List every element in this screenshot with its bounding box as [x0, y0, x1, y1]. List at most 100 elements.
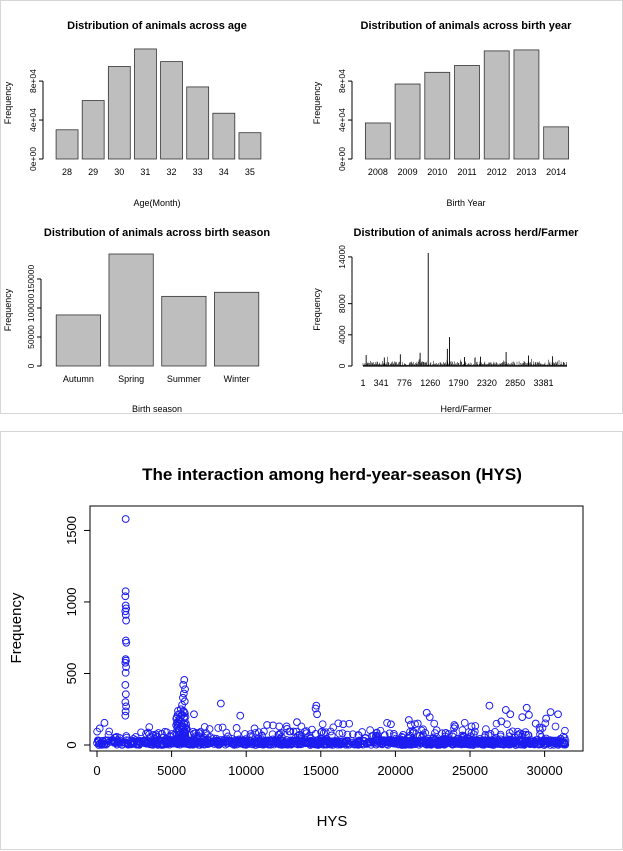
- hys-point: [121, 587, 130, 596]
- age-bar: [81, 100, 105, 160]
- hys-point: [546, 708, 555, 717]
- hys-point: [121, 668, 130, 677]
- hys-point: [216, 699, 225, 708]
- hys-x-tick-label: 10000: [228, 763, 264, 778]
- age-chart-title: Distribution of animals across age: [67, 20, 247, 32]
- birth_season-bar: [161, 295, 207, 367]
- birth_year-bar: [513, 49, 540, 160]
- hys-point: [293, 718, 301, 727]
- birth_season-bar: [108, 253, 154, 367]
- birth_year-y-tick-label: 4e+04: [337, 108, 347, 132]
- age-bar: [134, 48, 157, 160]
- hys-point: [236, 711, 245, 720]
- hys-point: [121, 515, 130, 523]
- birth_season-y-axis-label: Frequency: [3, 288, 13, 331]
- herd-x-tick-label: 1: [360, 378, 365, 388]
- hys-x-tick-label: 20000: [377, 763, 413, 778]
- age-x-tick-label: 34: [219, 167, 229, 177]
- hys-point: [121, 658, 130, 667]
- herd-x-axis-label: Herd/Farmer: [440, 404, 491, 414]
- hys-point: [263, 721, 271, 729]
- herd-chart-title: Distribution of animals across herd/Farm…: [354, 227, 580, 239]
- hys-point-cloud: [93, 707, 570, 749]
- hys-point: [179, 689, 188, 698]
- hys-point: [121, 610, 130, 619]
- hys-plot-frame: [89, 505, 584, 752]
- hys-x-tick-label: 25000: [452, 763, 488, 778]
- hys-point: [121, 592, 130, 601]
- hys-y-tick-label: 1000: [64, 588, 79, 617]
- hys-point: [122, 616, 130, 625]
- hys-point: [179, 681, 188, 689]
- hys-x-tick-label: 15000: [303, 763, 339, 778]
- hys-point: [313, 710, 321, 719]
- birth_year-x-tick-label: 2013: [516, 167, 536, 177]
- hys-point: [122, 702, 130, 711]
- hys-point: [497, 717, 506, 726]
- age-x-tick-label: 33: [193, 167, 203, 177]
- hys-point: [387, 720, 395, 729]
- birth_year-x-tick-label: 2014: [546, 167, 566, 177]
- hys-point: [525, 711, 533, 719]
- hys-point: [542, 714, 551, 723]
- bottom-plot-panel: The interaction among herd-year-season (…: [0, 431, 623, 850]
- hys-x-tick-label: 5000: [157, 763, 186, 778]
- age-x-tick-label: 30: [114, 167, 124, 177]
- hys-point: [506, 710, 515, 719]
- age-x-axis-label: Age(Month): [133, 198, 180, 208]
- hys-point: [121, 607, 130, 616]
- age-bar: [238, 132, 262, 160]
- hys-y-axis-label: Frequency: [8, 592, 25, 663]
- herd-y-tick-label: 14000: [337, 245, 347, 269]
- birth_season-x-tick-label: Autumn: [63, 374, 94, 384]
- birth_year-bar: [543, 126, 570, 160]
- age-y-tick-label: 4e+04: [28, 108, 38, 132]
- hys-point: [122, 663, 130, 671]
- birth_season-y-tick-label: 100000: [26, 294, 36, 323]
- birth_year-x-tick-label: 2009: [398, 167, 418, 177]
- hys-point: [178, 701, 186, 709]
- birth_year-y-tick-label: 8e+04: [337, 69, 347, 93]
- birth_year-x-tick-label: 2012: [487, 167, 507, 177]
- hys-x-axis-label: HYS: [317, 813, 348, 830]
- herd-x-tick-label: 3381: [534, 378, 554, 388]
- herd-x-tick-label: 776: [397, 378, 412, 388]
- hys-point: [425, 713, 434, 722]
- birth_year-bar: [424, 71, 451, 160]
- hys-point: [485, 701, 494, 710]
- hys-x-tick-label: 0: [93, 763, 100, 778]
- birth_season-x-tick-label: Winter: [224, 374, 250, 384]
- hys-point: [413, 719, 422, 728]
- hys-point: [180, 676, 189, 684]
- hys-point: [121, 681, 130, 689]
- hys-point: [311, 704, 320, 713]
- hys-point: [190, 710, 198, 719]
- herd-x-tick-label: 2320: [477, 378, 497, 388]
- hys-point: [501, 706, 510, 714]
- herd-y-axis-label: Frequency: [312, 288, 322, 331]
- birth_year-x-tick-label: 2008: [368, 167, 388, 177]
- hys-point: [451, 722, 459, 731]
- hys-point: [522, 703, 531, 712]
- herd-x-tick-label: 341: [374, 378, 389, 388]
- top-charts-canvas: Distribution of animals across age Freque…: [3, 20, 580, 414]
- hys-y-tick-label: 500: [64, 663, 79, 685]
- herd-x-tick-label: 1260: [420, 378, 440, 388]
- hys-scatter-canvas: The interaction among herd-year-season (…: [8, 465, 584, 830]
- age-y-axis-label: Frequency: [3, 81, 13, 124]
- hys-chart-title: The interaction among herd-year-season (…: [142, 465, 522, 484]
- herd-x-tick-label: 2850: [505, 378, 525, 388]
- birth_year-bar: [483, 50, 510, 160]
- age-x-tick-label: 35: [245, 167, 255, 177]
- age-x-tick-label: 29: [88, 167, 98, 177]
- top-plot-panel: Distribution of animals across age Freque…: [0, 0, 623, 414]
- hys-point: [467, 722, 476, 731]
- age-x-tick-label: 28: [62, 167, 72, 177]
- hys-point: [181, 685, 189, 694]
- birth_year-chart-title: Distribution of animals across birth yea…: [361, 20, 573, 32]
- birth_season-bar: [214, 291, 260, 367]
- age-bar: [55, 129, 79, 160]
- age-y-tick-label: 8e+04: [28, 69, 38, 93]
- birth_year-bar: [394, 83, 421, 160]
- birth_year-bar: [364, 122, 391, 160]
